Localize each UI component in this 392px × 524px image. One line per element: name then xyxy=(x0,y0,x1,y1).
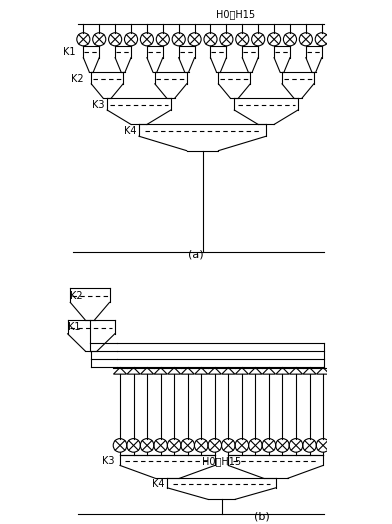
Text: K1: K1 xyxy=(63,47,76,58)
Text: H0～H15: H0～H15 xyxy=(216,9,255,19)
Text: K3: K3 xyxy=(92,100,104,110)
Text: K3: K3 xyxy=(102,456,115,466)
Text: K1: K1 xyxy=(67,322,80,333)
Text: K2: K2 xyxy=(71,73,83,84)
Text: (a): (a) xyxy=(188,249,204,259)
Text: K2: K2 xyxy=(70,291,83,301)
Text: H0～H15: H0～H15 xyxy=(202,456,241,466)
Text: K4: K4 xyxy=(152,478,165,489)
Text: K4: K4 xyxy=(124,126,136,136)
Text: (b): (b) xyxy=(254,511,269,521)
